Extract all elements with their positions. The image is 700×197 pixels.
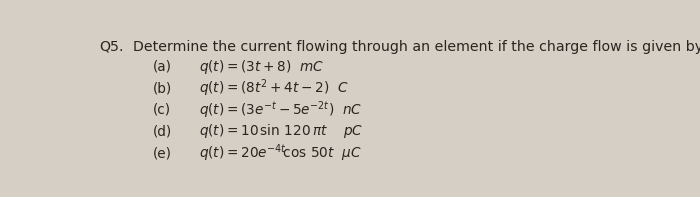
Text: $q(t) = (3e^{-t} - 5e^{-2t})\ \ nC$: $q(t) = (3e^{-t} - 5e^{-2t})\ \ nC$	[199, 99, 362, 121]
Text: (c): (c)	[153, 103, 171, 117]
Text: $q(t) = 10\,\sin\,120\,\pi t\ \ \ \ pC$: $q(t) = 10\,\sin\,120\,\pi t\ \ \ \ pC$	[199, 123, 363, 140]
Text: (a): (a)	[153, 60, 172, 74]
Text: (e): (e)	[153, 146, 172, 160]
Text: (b): (b)	[153, 81, 172, 95]
Text: Q5.: Q5.	[99, 40, 124, 54]
Text: $q(t) = (3t + 8)\ \ mC$: $q(t) = (3t + 8)\ \ mC$	[199, 58, 323, 76]
Text: $q(t) = (8t^2 + 4t - 2)\ \ C$: $q(t) = (8t^2 + 4t - 2)\ \ C$	[199, 78, 349, 99]
Text: (d): (d)	[153, 125, 172, 138]
Text: Determine the current flowing through an element if the charge flow is given by:: Determine the current flowing through an…	[125, 40, 700, 54]
Text: $q(t) = 20e^{-4t}\!\cos\,50t\ \ \mu C$: $q(t) = 20e^{-4t}\!\cos\,50t\ \ \mu C$	[199, 142, 361, 164]
